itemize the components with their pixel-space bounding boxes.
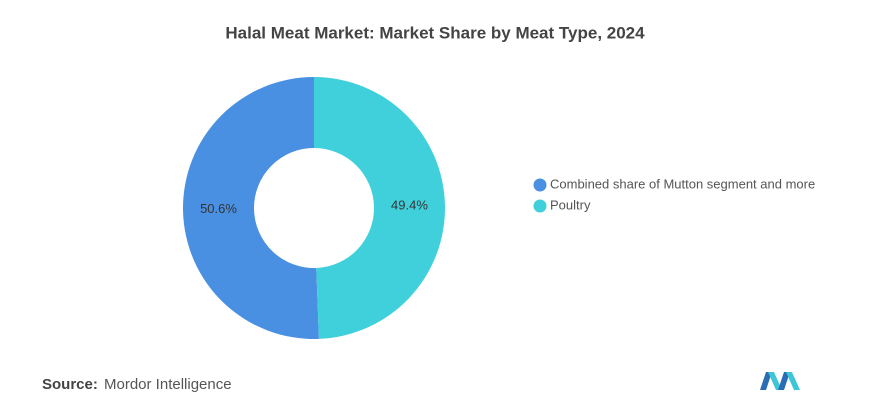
legend-label: Poultry bbox=[550, 197, 591, 212]
logo bbox=[760, 372, 800, 390]
legend-label: Combined share of Mutton segment and mor… bbox=[550, 176, 815, 191]
chart-title: Halal Meat Market: Market Share by Meat … bbox=[225, 23, 645, 42]
slice bbox=[314, 77, 446, 339]
data-label: 49.4% bbox=[391, 198, 428, 213]
source-text: Mordor Intelligence bbox=[104, 376, 232, 393]
legend-marker bbox=[533, 199, 547, 213]
legend-marker bbox=[533, 178, 547, 192]
data-label: 50.6% bbox=[200, 201, 237, 216]
source-label: Source: bbox=[42, 376, 98, 393]
slice bbox=[183, 77, 319, 339]
